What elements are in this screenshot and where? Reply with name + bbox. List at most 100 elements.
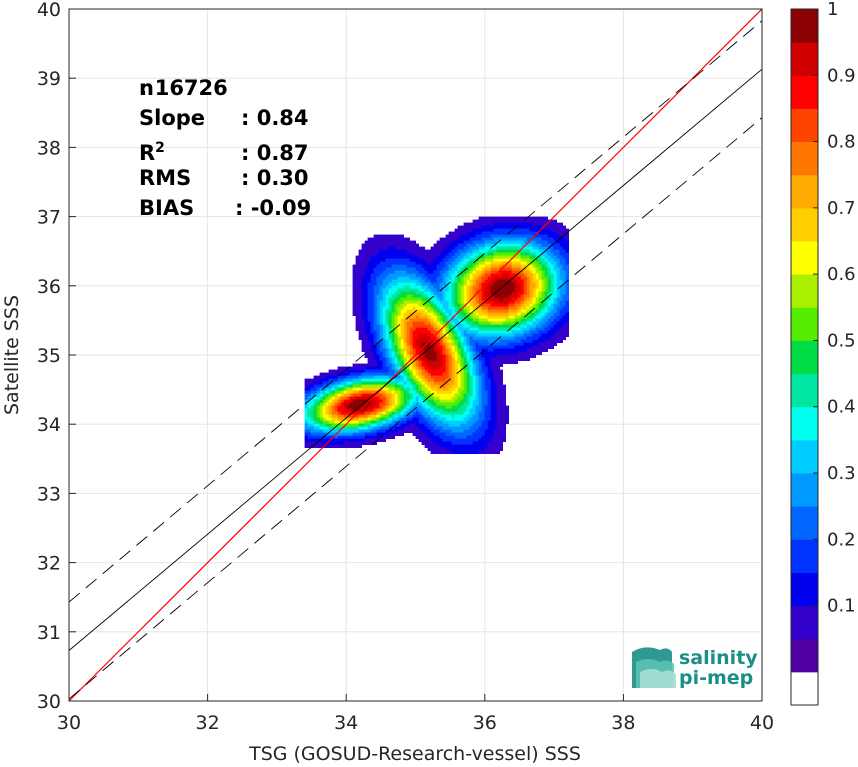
density-cell bbox=[358, 429, 363, 433]
density-cell bbox=[541, 324, 546, 328]
density-cell bbox=[487, 363, 492, 367]
density-cell bbox=[469, 450, 474, 454]
density-cell bbox=[385, 249, 390, 253]
density-cell bbox=[460, 279, 465, 283]
density-cell bbox=[388, 381, 393, 385]
density-cell bbox=[475, 264, 480, 268]
density-cell bbox=[349, 423, 354, 427]
density-cell bbox=[403, 348, 408, 352]
density-cell bbox=[493, 357, 498, 361]
density-cell bbox=[502, 396, 507, 400]
density-cell bbox=[445, 429, 450, 433]
density-cell bbox=[445, 438, 450, 442]
density-cell bbox=[487, 291, 492, 295]
density-cell bbox=[448, 396, 453, 400]
density-cell bbox=[358, 393, 363, 397]
density-cell bbox=[352, 288, 357, 292]
density-cell bbox=[370, 258, 375, 262]
density-cell bbox=[319, 432, 324, 436]
density-cell bbox=[364, 273, 369, 277]
density-cell bbox=[436, 366, 441, 370]
density-cell bbox=[502, 270, 507, 274]
density-cell bbox=[457, 276, 462, 280]
density-cell bbox=[538, 324, 543, 328]
density-cell bbox=[385, 363, 390, 367]
density-cell bbox=[466, 393, 471, 397]
density-cell bbox=[475, 336, 480, 340]
density-cell bbox=[481, 234, 486, 238]
density-cell bbox=[517, 282, 522, 286]
density-cell bbox=[559, 228, 564, 232]
density-cell bbox=[460, 447, 465, 451]
density-cell bbox=[397, 336, 402, 340]
density-cell bbox=[544, 291, 549, 295]
density-cell bbox=[433, 357, 438, 361]
density-cell bbox=[397, 264, 402, 268]
density-cell bbox=[463, 348, 468, 352]
density-cell bbox=[493, 267, 498, 271]
density-cell bbox=[508, 312, 513, 316]
density-cell bbox=[400, 414, 405, 418]
density-cell bbox=[391, 408, 396, 412]
density-cell bbox=[436, 303, 441, 307]
density-cell bbox=[457, 324, 462, 328]
density-cell bbox=[565, 291, 570, 295]
density-cell bbox=[460, 387, 465, 391]
density-cell bbox=[469, 240, 474, 244]
density-cell bbox=[457, 258, 462, 262]
density-cell bbox=[409, 399, 414, 403]
density-cell bbox=[460, 351, 465, 355]
density-cell bbox=[445, 297, 450, 301]
y-tick-label: 36 bbox=[37, 276, 61, 298]
density-cell bbox=[385, 240, 390, 244]
density-cell bbox=[391, 426, 396, 430]
density-cell bbox=[484, 351, 489, 355]
density-cell bbox=[457, 351, 462, 355]
density-cell bbox=[517, 345, 522, 349]
density-cell bbox=[337, 375, 342, 379]
density-cell bbox=[520, 342, 525, 346]
density-cell bbox=[454, 384, 459, 388]
density-cell bbox=[487, 399, 492, 403]
density-cell bbox=[406, 306, 411, 310]
density-cell bbox=[325, 375, 330, 379]
density-cell bbox=[376, 300, 381, 304]
density-cell bbox=[424, 303, 429, 307]
density-cell bbox=[436, 321, 441, 325]
density-cell bbox=[406, 366, 411, 370]
density-cell bbox=[457, 330, 462, 334]
density-cell bbox=[403, 330, 408, 334]
density-cell bbox=[313, 444, 318, 448]
density-cell bbox=[523, 225, 528, 229]
density-cell bbox=[496, 303, 501, 307]
density-cell bbox=[358, 438, 363, 442]
density-cell bbox=[388, 357, 393, 361]
density-cell bbox=[361, 372, 366, 376]
density-cell bbox=[388, 348, 393, 352]
density-cell bbox=[394, 306, 399, 310]
density-cell bbox=[487, 405, 492, 409]
density-cell bbox=[520, 357, 525, 361]
density-cell bbox=[484, 258, 489, 262]
density-cell bbox=[367, 375, 372, 379]
density-cell bbox=[382, 426, 387, 430]
density-cell bbox=[304, 381, 309, 385]
density-cell bbox=[439, 396, 444, 400]
density-cell bbox=[490, 297, 495, 301]
density-cell bbox=[472, 381, 477, 385]
density-cell bbox=[547, 315, 552, 319]
density-cell bbox=[487, 318, 492, 322]
density-cell bbox=[445, 273, 450, 277]
density-cell bbox=[481, 390, 486, 394]
density-cell bbox=[433, 255, 438, 259]
density-cell bbox=[406, 351, 411, 355]
density-cell bbox=[550, 303, 555, 307]
density-cell bbox=[376, 303, 381, 307]
density-cell bbox=[415, 426, 420, 430]
density-cell bbox=[436, 435, 441, 439]
density-cell bbox=[454, 429, 459, 433]
density-cell bbox=[502, 414, 507, 418]
density-cell bbox=[397, 237, 402, 241]
density-cell bbox=[529, 219, 534, 223]
density-cell bbox=[421, 363, 426, 367]
